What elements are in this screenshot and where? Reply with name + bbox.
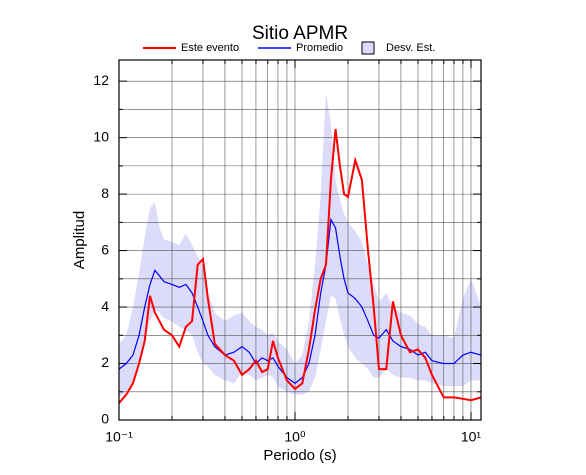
y-tick-label: 12 <box>93 72 109 88</box>
legend-swatch <box>361 41 375 55</box>
y-tick-label: 2 <box>101 354 109 370</box>
y-tick-label: 4 <box>101 298 109 314</box>
series-line <box>118 129 482 404</box>
std-band <box>119 92 481 398</box>
x-tick-label: 10⁰ <box>284 429 306 445</box>
y-tick-label: 0 <box>101 411 109 427</box>
legend-label: Promedio <box>296 42 343 54</box>
series-line <box>118 217 482 385</box>
x-tick-label: 10¹ <box>461 429 482 445</box>
y-tick-label: 6 <box>101 241 109 257</box>
x-tick-label: 10⁻¹ <box>105 429 133 445</box>
chart-title: Sitio APMR <box>252 23 348 44</box>
plot-frame <box>118 59 482 421</box>
y-tick-label: 8 <box>101 185 109 201</box>
x-axis-label: Periodo (s) <box>263 447 336 464</box>
y-axis-label: Amplitud <box>71 211 88 269</box>
legend-label: Este evento <box>181 42 239 54</box>
y-tick-label: 10 <box>93 128 109 144</box>
legend-label: Desv. Est. <box>386 42 435 54</box>
